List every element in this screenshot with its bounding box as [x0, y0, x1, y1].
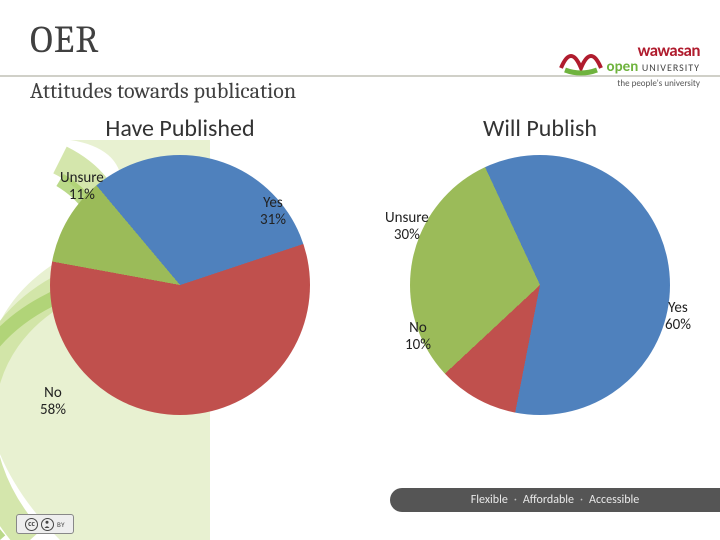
chart-column: Will PublishYes60%No10%Unsure30%	[360, 110, 720, 480]
chart-column: Have PublishedYes31%No58%Unsure11%	[0, 110, 360, 480]
footer-dot: ·	[514, 493, 517, 507]
chart-title: Will Publish	[483, 114, 597, 143]
cc-by-badge: cc BY	[16, 514, 74, 534]
logo-tagline: the people's university	[559, 78, 700, 89]
footer-word-1: Flexible	[471, 493, 508, 507]
logo-mark-icon	[559, 40, 603, 76]
person-icon	[41, 518, 54, 531]
chart-title: Have Published	[105, 114, 254, 143]
pie-chart	[410, 155, 670, 415]
slice-label: No58%	[40, 385, 66, 420]
cc-by-label: BY	[57, 520, 65, 529]
slice-label: Yes31%	[260, 195, 286, 230]
slice-label: Unsure30%	[385, 210, 429, 245]
pie-wrap: Yes31%No58%Unsure11%	[50, 155, 310, 415]
cc-icon: cc	[25, 518, 38, 531]
slice-label: Yes60%	[665, 300, 691, 335]
slice-label: Unsure11%	[60, 170, 104, 205]
logo-text-open: open	[607, 58, 639, 76]
slice-label: No10%	[405, 320, 431, 355]
logo-text-wawasan: wawasan	[607, 42, 700, 59]
footer-word-2: Affordable	[523, 493, 574, 507]
page-title: OER	[30, 18, 100, 62]
pie-wrap: Yes60%No10%Unsure30%	[410, 155, 670, 415]
page-subtitle: Attitudes towards publication	[30, 78, 296, 104]
footer-dot: ·	[580, 493, 583, 507]
university-logo: wawasan open UNIVERSITY the people's uni…	[559, 40, 700, 89]
chart-area: Have PublishedYes31%No58%Unsure11%Will P…	[0, 110, 720, 480]
footer-word-3: Accessible	[589, 493, 639, 507]
logo-text-university: UNIVERSITY	[642, 61, 700, 74]
footer-bar: Flexible · Affordable · Accessible	[390, 488, 720, 512]
